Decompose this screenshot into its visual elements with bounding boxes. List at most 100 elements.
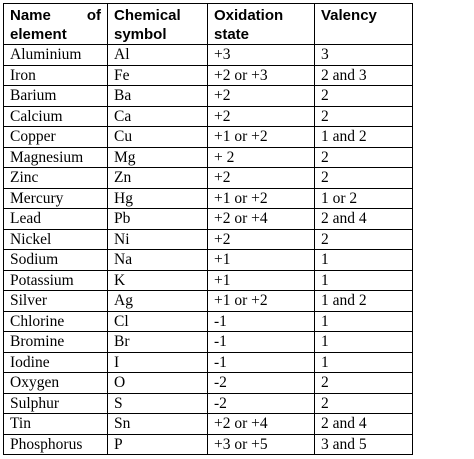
cell-symbol: Hg xyxy=(107,187,208,209)
table-row: Tin Sn +2 or +4 2 and 4 xyxy=(3,413,413,435)
table-row: Oxygen O -2 2 xyxy=(3,372,413,394)
cell-symbol: Cu xyxy=(107,126,208,148)
cell-name: Zinc xyxy=(3,167,108,189)
table-row: Zinc Zn +2 2 xyxy=(3,167,413,189)
cell-valency: 3 and 5 xyxy=(314,433,413,455)
cell-symbol: I xyxy=(107,351,208,373)
table-row: Sodium Na +1 1 xyxy=(3,249,413,271)
table-row: Potassium K +1 1 xyxy=(3,269,413,291)
cell-oxidation: +2 xyxy=(207,167,315,189)
cell-valency: 2 xyxy=(314,85,413,107)
cell-valency: 2 xyxy=(314,167,413,189)
cell-valency: 1 xyxy=(314,310,413,332)
table-row: Calcium Ca +2 2 xyxy=(3,105,413,127)
cell-symbol: Al xyxy=(107,44,208,66)
cell-symbol: Br xyxy=(107,331,208,353)
cell-symbol: Zn xyxy=(107,167,208,189)
cell-valency: 2 xyxy=(314,228,413,250)
cell-oxidation: +1 or +2 xyxy=(207,187,315,209)
cell-symbol: Ba xyxy=(107,85,208,107)
header-name: Name of element xyxy=(3,3,108,45)
header-oxidation: Oxidation state xyxy=(207,3,315,45)
cell-oxidation: -1 xyxy=(207,310,315,332)
cell-name: Sodium xyxy=(3,249,108,271)
cell-symbol: Ca xyxy=(107,105,208,127)
cell-name: Oxygen xyxy=(3,372,108,394)
table-row: Mercury Hg +1 or +2 1 or 2 xyxy=(3,187,413,209)
cell-name: Aluminium xyxy=(3,44,108,66)
header-name-line2: element xyxy=(10,26,67,43)
table-row: Phosphorus P +3 or +5 3 and 5 xyxy=(3,433,413,455)
cell-oxidation: +2 or +4 xyxy=(207,413,315,435)
table-row: Lead Pb +2 or +4 2 and 4 xyxy=(3,208,413,230)
header-symbol: Chemical symbol xyxy=(107,3,208,45)
table-row: Barium Ba +2 2 xyxy=(3,85,413,107)
elements-table: Name of element Chemical symbol Oxidatio… xyxy=(3,3,413,455)
cell-symbol: Ag xyxy=(107,290,208,312)
table-row: Copper Cu +1 or +2 1 and 2 xyxy=(3,126,413,148)
cell-name: Potassium xyxy=(3,269,108,291)
header-valency-label: Valency xyxy=(321,7,377,24)
cell-oxidation: +2 xyxy=(207,228,315,250)
cell-symbol: K xyxy=(107,269,208,291)
cell-name: Mercury xyxy=(3,187,108,209)
header-oxidation-line2: state xyxy=(214,26,250,43)
cell-name: Silver xyxy=(3,290,108,312)
cell-valency: 1 xyxy=(314,351,413,373)
cell-name: Nickel xyxy=(3,228,108,250)
header-oxidation-line1: Oxidation xyxy=(214,7,284,24)
cell-valency: 2 and 4 xyxy=(314,413,413,435)
cell-symbol: O xyxy=(107,372,208,394)
cell-name: Phosphorus xyxy=(3,433,108,455)
header-valency: Valency xyxy=(314,3,413,45)
cell-name: Bromine xyxy=(3,331,108,353)
cell-valency: 2 xyxy=(314,146,413,168)
header-row: Name of element Chemical symbol Oxidatio… xyxy=(3,3,413,45)
cell-oxidation: + 2 xyxy=(207,146,315,168)
cell-name: Tin xyxy=(3,413,108,435)
cell-name: Lead xyxy=(3,208,108,230)
cell-symbol: Sn xyxy=(107,413,208,435)
header-name-word2: of xyxy=(86,7,101,24)
cell-oxidation: -2 xyxy=(207,372,315,394)
cell-symbol: Pb xyxy=(107,208,208,230)
cell-oxidation: +2 xyxy=(207,105,315,127)
cell-symbol: Cl xyxy=(107,310,208,332)
cell-valency: 1 xyxy=(314,331,413,353)
cell-name: Iron xyxy=(3,64,108,86)
cell-symbol: P xyxy=(107,433,208,455)
table-row: Nickel Ni +2 2 xyxy=(3,228,413,250)
cell-oxidation: +3 or +5 xyxy=(207,433,315,455)
table-row: Sulphur S -2 2 xyxy=(3,392,413,414)
cell-name: Iodine xyxy=(3,351,108,373)
cell-oxidation: -1 xyxy=(207,351,315,373)
cell-valency: 1 xyxy=(314,249,413,271)
cell-symbol: Ni xyxy=(107,228,208,250)
cell-name: Copper xyxy=(3,126,108,148)
cell-valency: 3 xyxy=(314,44,413,66)
cell-oxidation: +1 xyxy=(207,249,315,271)
cell-valency: 2 and 3 xyxy=(314,64,413,86)
cell-valency: 2 xyxy=(314,105,413,127)
cell-symbol: S xyxy=(107,392,208,414)
cell-oxidation: -1 xyxy=(207,331,315,353)
cell-valency: 2 xyxy=(314,372,413,394)
cell-symbol: Fe xyxy=(107,64,208,86)
cell-valency: 1 xyxy=(314,269,413,291)
cell-oxidation: +1 or +2 xyxy=(207,290,315,312)
cell-name: Sulphur xyxy=(3,392,108,414)
cell-valency: 2 and 4 xyxy=(314,208,413,230)
table-row: Chlorine Cl -1 1 xyxy=(3,310,413,332)
table-row: Iodine I -1 1 xyxy=(3,351,413,373)
cell-oxidation: +3 xyxy=(207,44,315,66)
table-row: Aluminium Al +3 3 xyxy=(3,44,413,66)
cell-oxidation: +2 or +3 xyxy=(207,64,315,86)
cell-name: Calcium xyxy=(3,105,108,127)
cell-oxidation: -2 xyxy=(207,392,315,414)
header-name-word1: Name xyxy=(10,7,51,24)
cell-oxidation: +1 or +2 xyxy=(207,126,315,148)
cell-valency: 1 or 2 xyxy=(314,187,413,209)
cell-valency: 1 and 2 xyxy=(314,126,413,148)
cell-symbol: Na xyxy=(107,249,208,271)
